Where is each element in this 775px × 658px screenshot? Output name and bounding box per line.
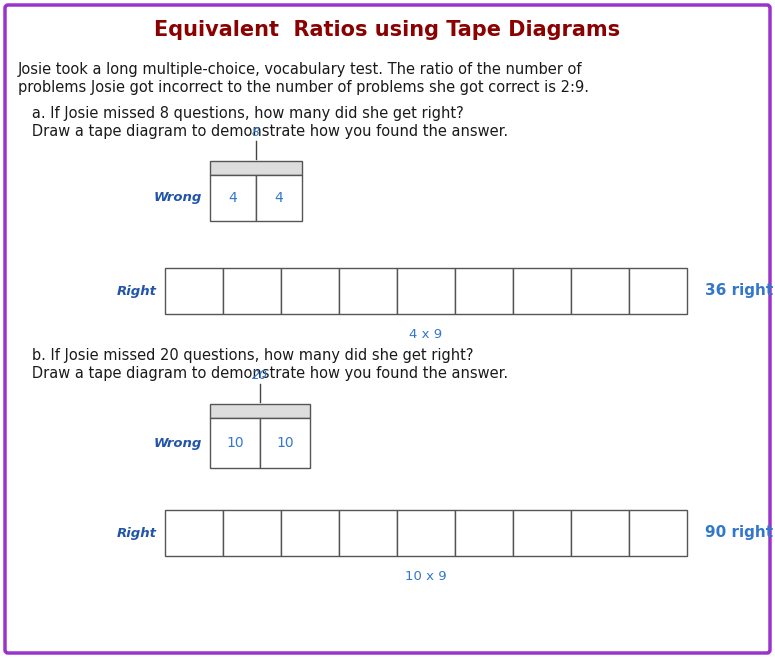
Bar <box>571 268 629 314</box>
Text: 36 right: 36 right <box>705 284 773 299</box>
Text: a. If Josie missed 8 questions, how many did she get right?: a. If Josie missed 8 questions, how many… <box>18 106 463 121</box>
Text: problems Josie got incorrect to the number of problems she got correct is 2:9.: problems Josie got incorrect to the numb… <box>18 80 589 95</box>
Bar <box>455 510 513 556</box>
Text: 4: 4 <box>229 191 237 205</box>
Text: Draw a tape diagram to demonstrate how you found the answer.: Draw a tape diagram to demonstrate how y… <box>18 124 508 139</box>
Bar <box>397 510 455 556</box>
Text: Right: Right <box>117 526 157 540</box>
Text: 8: 8 <box>252 126 260 139</box>
Bar <box>210 404 310 418</box>
FancyBboxPatch shape <box>5 5 770 653</box>
Text: Wrong: Wrong <box>153 191 202 205</box>
Text: 90 right: 90 right <box>705 526 773 540</box>
Text: 10: 10 <box>276 436 294 450</box>
Bar <box>513 268 571 314</box>
Text: Equivalent  Ratios using Tape Diagrams: Equivalent Ratios using Tape Diagrams <box>154 20 621 40</box>
Text: Wrong: Wrong <box>153 436 202 449</box>
Bar <box>223 268 281 314</box>
Text: 10: 10 <box>226 436 244 450</box>
Bar <box>210 418 260 468</box>
Text: 20: 20 <box>252 369 268 382</box>
Bar <box>339 268 397 314</box>
Bar <box>165 268 223 314</box>
Bar <box>210 175 256 221</box>
Bar <box>256 175 302 221</box>
Bar <box>210 161 302 175</box>
Bar <box>281 268 339 314</box>
Bar <box>260 418 310 468</box>
Text: 10 x 9: 10 x 9 <box>405 570 447 583</box>
Text: 4: 4 <box>274 191 284 205</box>
Text: Josie took a long multiple-choice, vocabulary test. The ratio of the number of: Josie took a long multiple-choice, vocab… <box>18 62 583 77</box>
Bar <box>223 510 281 556</box>
Text: Draw a tape diagram to demonstrate how you found the answer.: Draw a tape diagram to demonstrate how y… <box>18 366 508 381</box>
Bar <box>165 510 223 556</box>
Bar <box>281 510 339 556</box>
Text: Right: Right <box>117 284 157 297</box>
Bar <box>339 510 397 556</box>
Bar <box>571 510 629 556</box>
Text: b. If Josie missed 20 questions, how many did she get right?: b. If Josie missed 20 questions, how man… <box>18 348 474 363</box>
Text: 4 x 9: 4 x 9 <box>409 328 443 341</box>
Bar <box>629 510 687 556</box>
Bar <box>513 510 571 556</box>
Bar <box>455 268 513 314</box>
Bar <box>629 268 687 314</box>
Bar <box>397 268 455 314</box>
